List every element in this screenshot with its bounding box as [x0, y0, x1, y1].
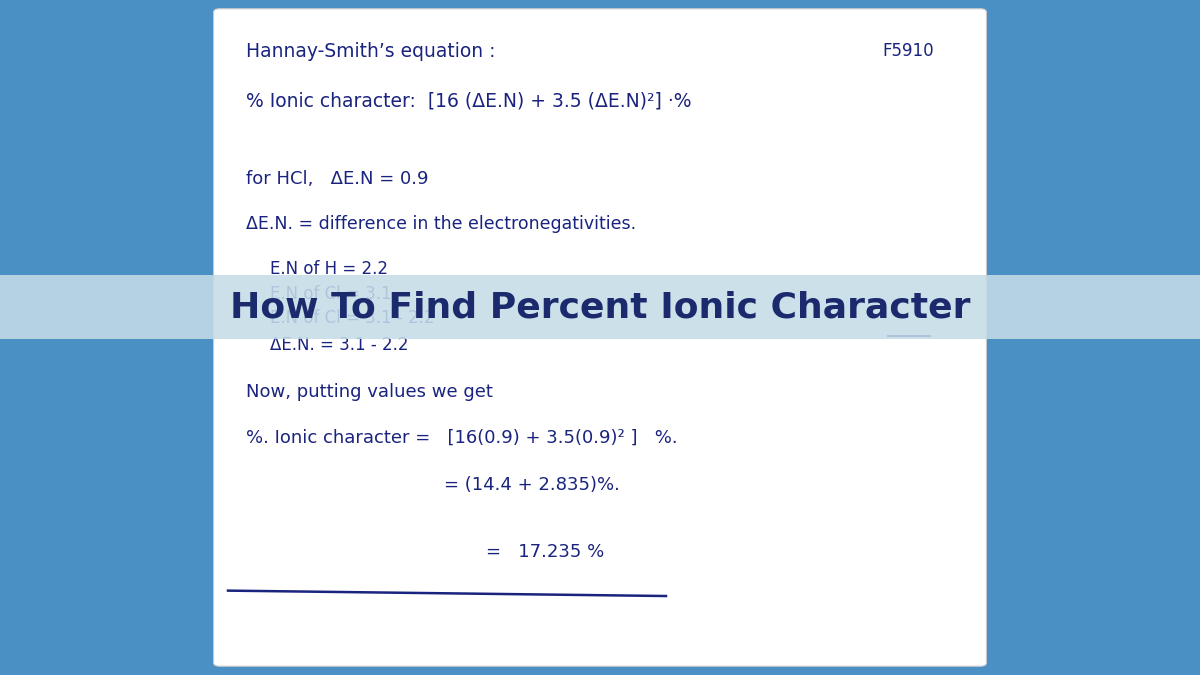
Text: =   17.235 %: = 17.235 %: [486, 543, 605, 562]
Text: F5910: F5910: [882, 42, 934, 60]
Text: E.N of Cl = 3.1: E.N of Cl = 3.1: [270, 285, 391, 303]
Text: Hannay-Smith’s equation :: Hannay-Smith’s equation :: [246, 42, 496, 61]
Text: for HCl,   ΔE.N = 0.9: for HCl, ΔE.N = 0.9: [246, 170, 428, 188]
Text: ΔE.N. = difference in the electronegativities.: ΔE.N. = difference in the electronegativ…: [246, 215, 636, 233]
Text: % Ionic character:  [16 (ΔE.N) + 3.5 (ΔE.N)²] ·%: % Ionic character: [16 (ΔE.N) + 3.5 (ΔE.…: [246, 91, 691, 110]
Text: E.N of H = 2.2: E.N of H = 2.2: [270, 260, 388, 278]
Text: = (14.4 + 2.835)%.: = (14.4 + 2.835)%.: [444, 476, 620, 494]
Text: ΔE.N. = 3.1 - 2.2: ΔE.N. = 3.1 - 2.2: [270, 336, 408, 354]
Text: %. Ionic character =   [16(0.9) + 3.5(0.9)² ]   %.: %. Ionic character = [16(0.9) + 3.5(0.9)…: [246, 429, 678, 447]
Bar: [0, 275, 1200, 340]
Text: E.N of Cl = 3.1 - 2.2: E.N of Cl = 3.1 - 2.2: [270, 309, 434, 327]
FancyBboxPatch shape: [214, 9, 986, 666]
Text: How To Find Percent Ionic Character: How To Find Percent Ionic Character: [229, 290, 971, 324]
Text: Now, putting values we get: Now, putting values we get: [246, 383, 493, 402]
